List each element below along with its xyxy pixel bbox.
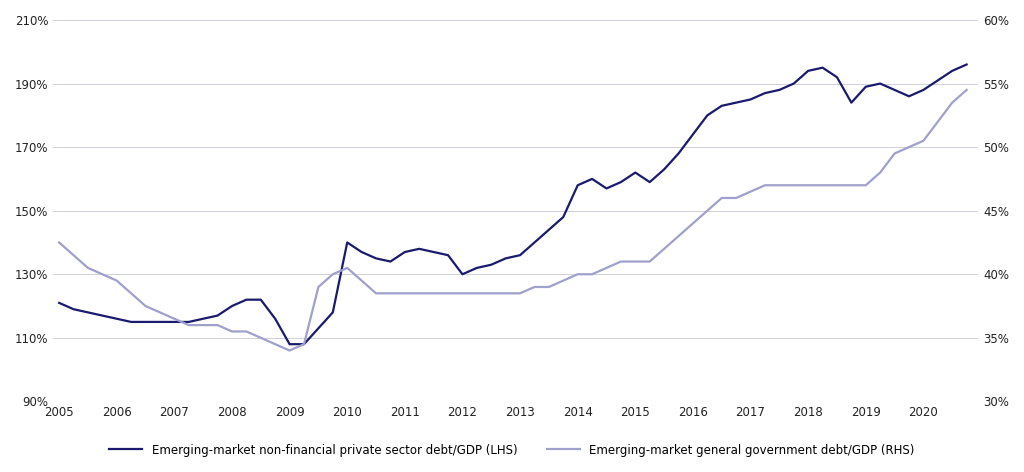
Emerging-market general government debt/GDP (RHS)	[442, 290, 455, 296]
Emerging-market general government debt/GDP (RHS)	[168, 316, 180, 321]
Emerging-market non-financial private sector debt/GDP (LHS)	[284, 341, 296, 347]
Emerging-market non-financial private sector debt/GDP (LHS)	[571, 183, 584, 188]
Emerging-market general government debt/GDP (RHS)	[514, 290, 526, 296]
Legend: Emerging-market non-financial private sector debt/GDP (LHS), Emerging-market gen: Emerging-market non-financial private se…	[104, 439, 920, 461]
Emerging-market general government debt/GDP (RHS)	[658, 246, 671, 252]
Emerging-market general government debt/GDP (RHS)	[961, 87, 973, 93]
Line: Emerging-market non-financial private sector debt/GDP (LHS): Emerging-market non-financial private se…	[59, 65, 967, 344]
Emerging-market non-financial private sector debt/GDP (LHS)	[53, 300, 66, 306]
Line: Emerging-market general government debt/GDP (RHS): Emerging-market general government debt/…	[59, 90, 967, 351]
Emerging-market non-financial private sector debt/GDP (LHS)	[514, 253, 526, 258]
Emerging-market non-financial private sector debt/GDP (LHS)	[168, 319, 180, 325]
Emerging-market non-financial private sector debt/GDP (LHS)	[961, 62, 973, 67]
Emerging-market general government debt/GDP (RHS)	[643, 259, 655, 264]
Emerging-market non-financial private sector debt/GDP (LHS)	[643, 179, 655, 185]
Emerging-market non-financial private sector debt/GDP (LHS)	[442, 253, 455, 258]
Emerging-market general government debt/GDP (RHS)	[571, 271, 584, 277]
Emerging-market non-financial private sector debt/GDP (LHS)	[658, 167, 671, 172]
Emerging-market general government debt/GDP (RHS)	[53, 240, 66, 245]
Emerging-market general government debt/GDP (RHS)	[284, 348, 296, 354]
